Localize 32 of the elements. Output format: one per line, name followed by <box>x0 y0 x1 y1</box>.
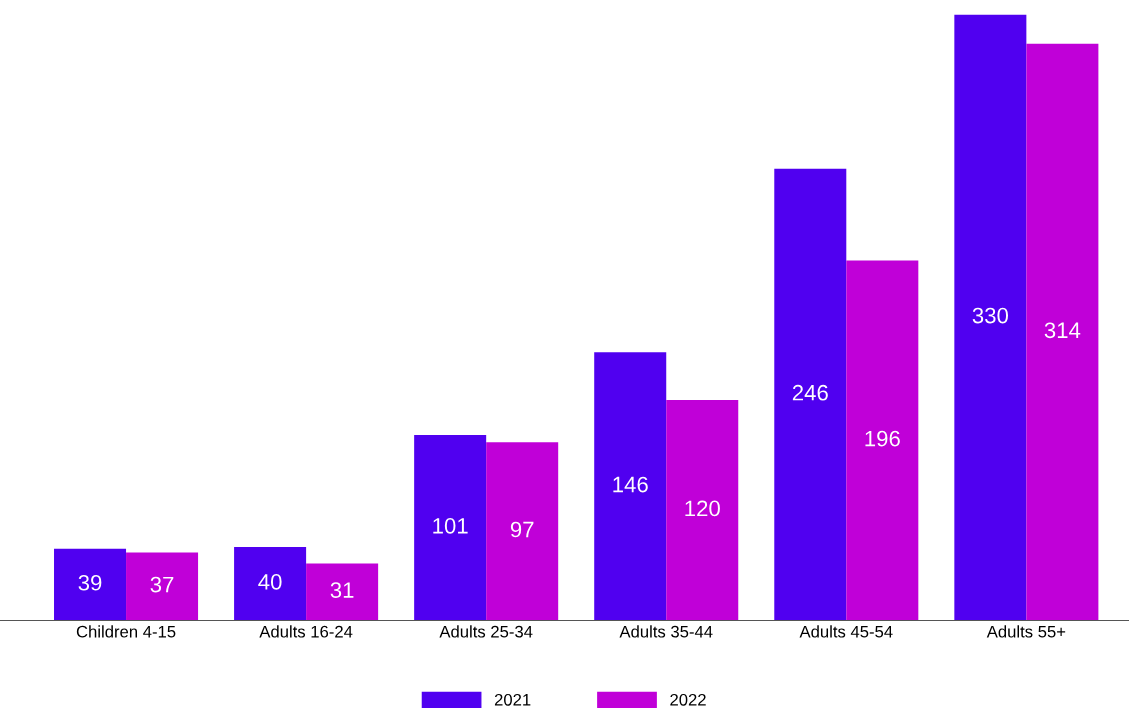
data-label: 146 <box>613 476 648 493</box>
data-label: 101 <box>433 517 468 534</box>
data-label: 40 <box>258 573 282 590</box>
bar <box>594 352 667 621</box>
data-label: 31 <box>330 582 354 598</box>
data-label: 314 <box>1044 322 1081 339</box>
bar <box>306 563 379 621</box>
x-tick-label: Adults 35-44 <box>619 625 713 638</box>
bar <box>774 168 847 621</box>
bar <box>846 260 919 621</box>
legend-label: 2022 <box>670 693 706 706</box>
bar <box>1026 43 1099 621</box>
data-label: 120 <box>685 500 720 517</box>
bar <box>954 14 1027 621</box>
bar <box>234 547 307 621</box>
data-label: 37 <box>150 576 174 593</box>
x-tick-label: Adults 16-24 <box>259 625 353 638</box>
bar <box>666 400 739 621</box>
data-label: 246 <box>792 384 828 401</box>
data-label: 330 <box>972 307 1009 324</box>
bar <box>414 435 487 621</box>
x-tick-label: Adults 25-34 <box>439 625 533 638</box>
bar <box>486 442 559 621</box>
x-tick-label: Children 4-15 <box>76 625 176 638</box>
data-label: 97 <box>510 521 534 538</box>
x-tick-label: Adults 55+ <box>986 625 1066 638</box>
data-label: 39 <box>78 574 102 591</box>
data-label: 196 <box>865 430 900 447</box>
bar <box>54 548 127 621</box>
x-tick-label: Adults 45-54 <box>799 625 893 638</box>
bar <box>126 552 199 621</box>
legend-label: 2021 <box>494 693 531 706</box>
